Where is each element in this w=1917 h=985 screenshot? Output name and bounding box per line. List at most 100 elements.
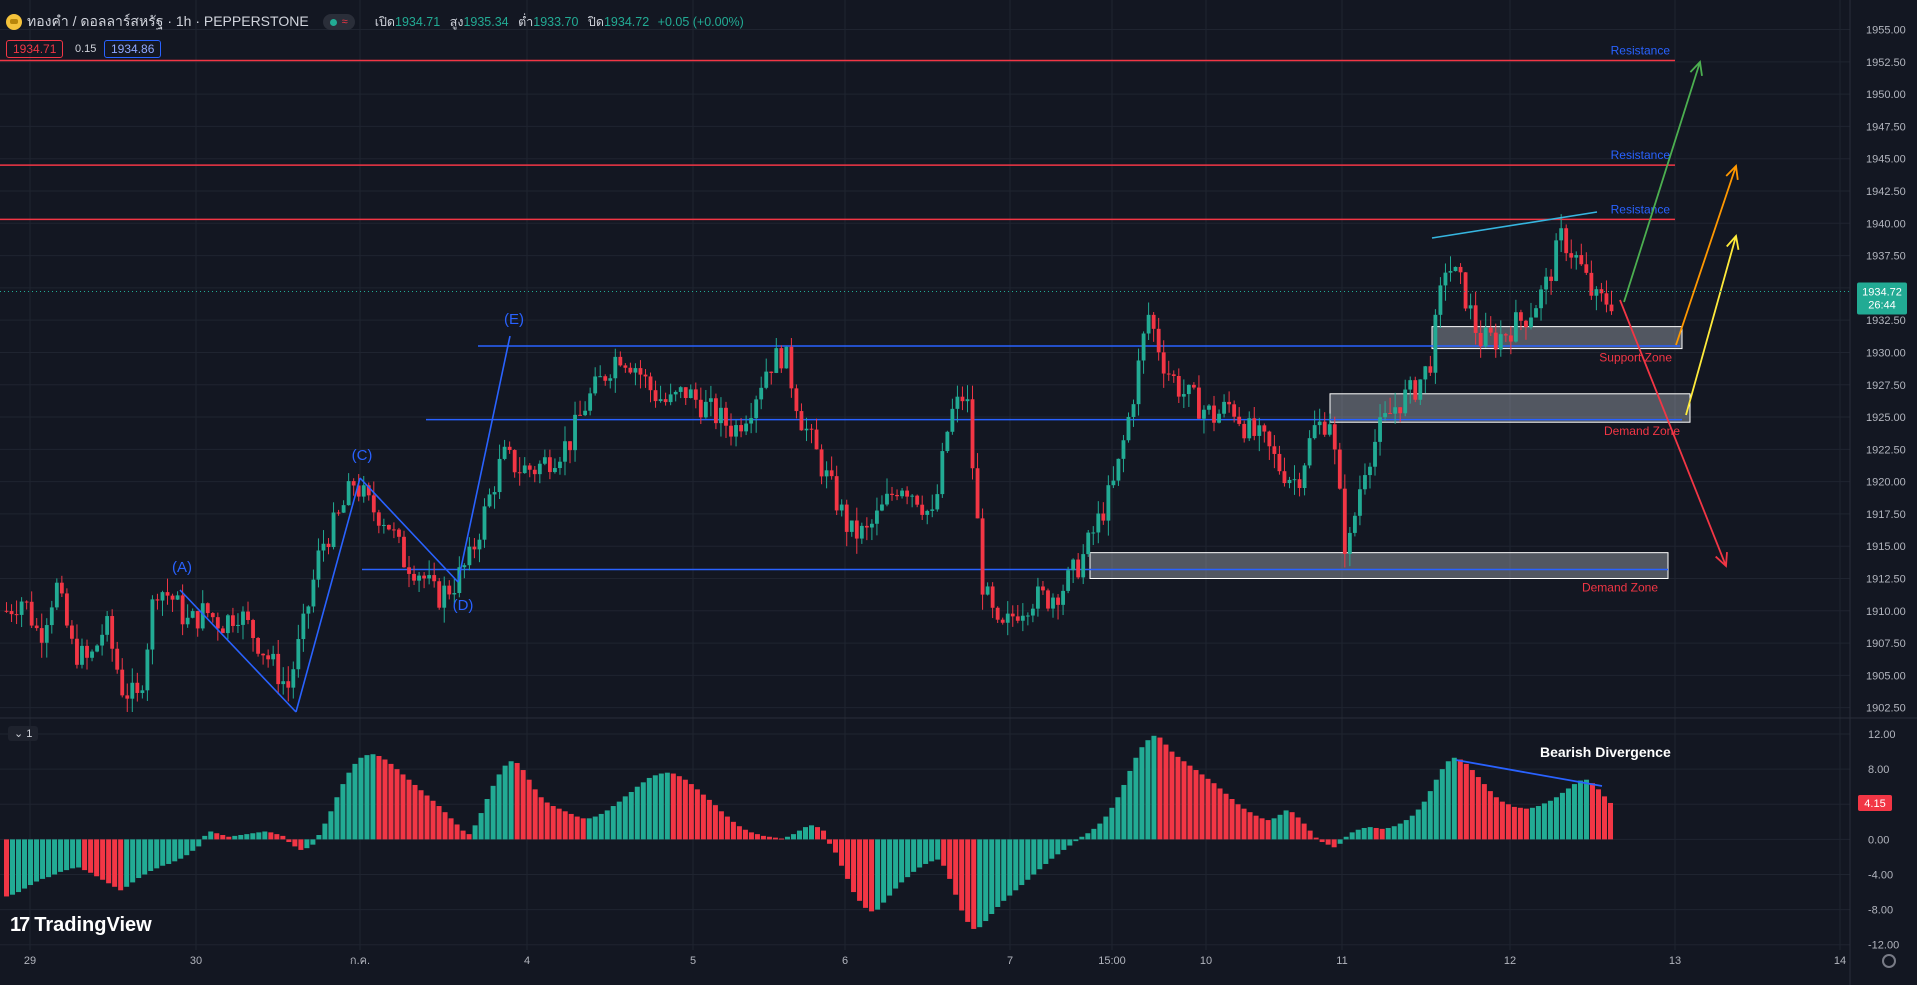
- candle-body[interactable]: [568, 441, 572, 451]
- candle-body[interactable]: [85, 645, 89, 658]
- candle-body[interactable]: [542, 457, 547, 464]
- time-axis[interactable]: 29 30 ก.ค. 4 5 6 7 15:00 10 11 12 13 14: [24, 955, 1846, 967]
- candle-body[interactable]: [834, 476, 839, 511]
- candle-body[interactable]: [1036, 586, 1040, 609]
- candle-body[interactable]: [749, 418, 754, 424]
- oscillator-histogram[interactable]: Bearish Divergence: [4, 735, 1671, 929]
- candle-body[interactable]: [698, 399, 703, 418]
- candle-body[interactable]: [210, 613, 215, 618]
- candle-body[interactable]: [1589, 272, 1594, 296]
- candle-body[interactable]: [668, 394, 673, 403]
- candle-body[interactable]: [1312, 425, 1317, 439]
- candle-body[interactable]: [1161, 352, 1166, 374]
- candle-body[interactable]: [130, 682, 135, 699]
- candle-body[interactable]: [990, 586, 995, 608]
- candle-body[interactable]: [80, 645, 84, 665]
- candle-body[interactable]: [688, 389, 693, 398]
- candle-body[interactable]: [1176, 375, 1181, 397]
- candle-body[interactable]: [1237, 416, 1242, 424]
- candle-body[interactable]: [392, 529, 396, 531]
- candle-body[interactable]: [1503, 334, 1508, 336]
- candle-body[interactable]: [859, 525, 864, 539]
- candle-body[interactable]: [1342, 488, 1347, 554]
- candle-body[interactable]: [1398, 407, 1403, 414]
- candle-body[interactable]: [1297, 479, 1302, 489]
- candle-body[interactable]: [744, 423, 749, 432]
- candle-body[interactable]: [1227, 401, 1232, 405]
- candle-body[interactable]: [804, 428, 809, 431]
- candle-body[interactable]: [366, 485, 371, 496]
- candle-body[interactable]: [145, 649, 150, 691]
- candle-body[interactable]: [1051, 597, 1055, 609]
- candle-body[interactable]: [1468, 305, 1473, 309]
- candle-body[interactable]: [1322, 421, 1327, 435]
- candle-body[interactable]: [1061, 590, 1065, 605]
- candle-body[interactable]: [900, 490, 904, 497]
- symbol-title[interactable]: ทองคำ / ดอลลาร์สหรัฐ · 1h · PEPPERSTONE: [27, 13, 309, 29]
- candle-body[interactable]: [1202, 409, 1206, 419]
- candle-body[interactable]: [432, 575, 437, 582]
- candle-body[interactable]: [502, 446, 507, 459]
- candle-body[interactable]: [402, 536, 406, 568]
- candle-body[interactable]: [1418, 379, 1423, 400]
- candle-body[interactable]: [9, 611, 14, 615]
- candle-body[interactable]: [935, 494, 940, 510]
- candle-body[interactable]: [75, 638, 79, 665]
- oscillator-value-badge[interactable]: [1858, 794, 1892, 811]
- candle-body[interactable]: [563, 441, 567, 462]
- candle-body[interactable]: [487, 494, 492, 507]
- candle-body[interactable]: [1383, 413, 1387, 418]
- candle-body[interactable]: [930, 509, 935, 511]
- candle-body[interactable]: [1046, 590, 1050, 609]
- candle-body[interactable]: [24, 601, 29, 603]
- candle-body[interactable]: [397, 529, 401, 537]
- candle-body[interactable]: [1529, 317, 1533, 328]
- candle-body[interactable]: [1081, 554, 1086, 578]
- candle-body[interactable]: [19, 601, 24, 615]
- candle-body[interactable]: [814, 429, 819, 450]
- candle-body[interactable]: [980, 518, 985, 595]
- candle-body[interactable]: [1242, 423, 1247, 439]
- candle-body[interactable]: [537, 463, 542, 475]
- candle-body[interactable]: [170, 595, 175, 600]
- candle-body[interactable]: [1554, 240, 1559, 281]
- candle-body[interactable]: [1332, 424, 1337, 450]
- candle-body[interactable]: [1302, 465, 1307, 489]
- candle-body[interactable]: [14, 614, 19, 616]
- candle-body[interactable]: [457, 567, 462, 594]
- tradingview-logo[interactable]: 17 TradingView: [10, 914, 152, 937]
- candle-body[interactable]: [920, 504, 925, 515]
- candle-body[interactable]: [1010, 613, 1015, 617]
- candle-body[interactable]: [44, 625, 49, 643]
- candle-body[interactable]: [271, 653, 276, 660]
- candle-body[interactable]: [1212, 405, 1216, 423]
- candle-body[interactable]: [236, 624, 240, 626]
- candle-body[interactable]: [794, 388, 799, 412]
- candle-body[interactable]: [754, 399, 759, 419]
- candle-body[interactable]: [497, 458, 502, 493]
- candle-body[interactable]: [1076, 559, 1081, 578]
- candle-body[interactable]: [517, 472, 522, 474]
- candle-body[interactable]: [1584, 264, 1589, 273]
- candle-body[interactable]: [180, 595, 185, 625]
- candle-body[interactable]: [603, 376, 608, 381]
- candle-body[interactable]: [1519, 312, 1523, 321]
- candle-body[interactable]: [532, 469, 537, 475]
- candle-body[interactable]: [1594, 289, 1599, 296]
- candle-body[interactable]: [975, 468, 980, 519]
- candle-body[interactable]: [1579, 255, 1584, 265]
- candle-body[interactable]: [281, 681, 286, 685]
- candle-body[interactable]: [336, 512, 341, 514]
- candle-body[interactable]: [1549, 276, 1554, 281]
- candle-body[interactable]: [764, 371, 769, 388]
- candle-body[interactable]: [492, 492, 497, 495]
- candle-body[interactable]: [960, 396, 965, 402]
- candle-body[interactable]: [241, 611, 245, 625]
- candle-body[interactable]: [734, 425, 738, 437]
- candle-body[interactable]: [1111, 480, 1116, 486]
- candle-body[interactable]: [714, 398, 718, 424]
- candle-body[interactable]: [613, 356, 618, 379]
- demand-zone[interactable]: [1329, 393, 1691, 423]
- candle-body[interactable]: [824, 470, 829, 477]
- candle-body[interactable]: [175, 595, 180, 600]
